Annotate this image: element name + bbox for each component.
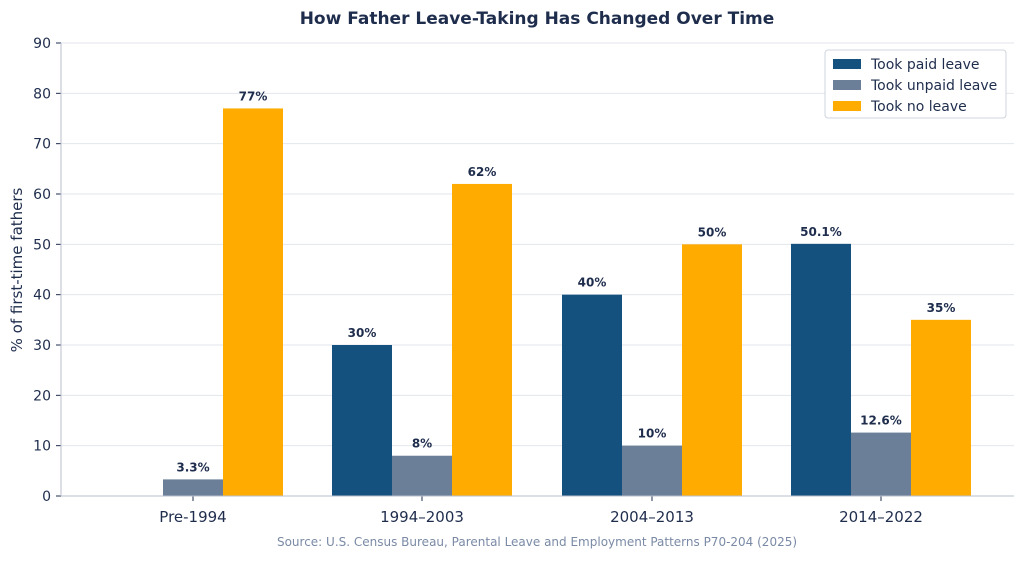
- y-axis-ticks: 0 10 20 30 40 50 60 70 80 90: [33, 36, 61, 505]
- data-label: 12.6%: [860, 414, 902, 428]
- legend: Took paid leave Took unpaid leave Took no …: [824, 49, 1007, 119]
- bar: [332, 345, 392, 496]
- bar: [851, 432, 911, 496]
- x-tick-label: 2004–2013: [610, 508, 694, 526]
- y-axis-label: % of first-time fathers: [8, 187, 26, 352]
- legend-label: Took unpaid leave: [870, 78, 997, 94]
- data-label: 50%: [698, 225, 727, 239]
- data-labels: 3.3% 77% 30% 8% 62% 40% 10% 50% 50.1% 12.6% 35%: [176, 89, 955, 474]
- legend-box: [824, 49, 1007, 119]
- bar: [163, 479, 223, 496]
- y-tick-label: 90: [33, 36, 51, 52]
- bar: [622, 445, 682, 496]
- legend-label: Took paid leave: [870, 57, 980, 73]
- bar: [452, 183, 512, 496]
- bar: [562, 294, 622, 496]
- data-label: 77%: [239, 89, 268, 103]
- x-tick-label: 2014–2022: [839, 508, 923, 526]
- y-tick-label: 40: [33, 288, 51, 304]
- bar: [911, 319, 971, 496]
- data-label: 8%: [412, 437, 432, 451]
- data-label: 3.3%: [176, 460, 209, 474]
- y-tick-label: 30: [33, 338, 51, 354]
- y-tick-label: 50: [33, 237, 51, 253]
- data-label: 35%: [927, 301, 956, 315]
- data-label: 30%: [348, 326, 377, 340]
- y-tick-label: 10: [33, 439, 51, 455]
- bars: [163, 108, 971, 496]
- data-label: 62%: [468, 165, 497, 179]
- legend-swatch: [833, 80, 861, 90]
- chart-title: How Father Leave-Taking Has Changed Over…: [300, 9, 775, 29]
- y-tick-label: 0: [42, 489, 51, 505]
- bar: [682, 244, 742, 496]
- legend-swatch: [833, 101, 861, 111]
- y-tick-label: 70: [33, 137, 51, 153]
- legend-swatch: [833, 59, 861, 69]
- gridlines: [61, 42, 1014, 447]
- data-label: 50.1%: [800, 225, 842, 239]
- source-note: Source: U.S. Census Bureau, Parental Lea…: [277, 535, 797, 549]
- x-tick-label: 1994–2003: [380, 508, 464, 526]
- bar: [223, 108, 283, 496]
- y-tick-label: 80: [33, 86, 51, 102]
- y-tick-label: 20: [33, 388, 51, 404]
- bar: [392, 455, 452, 496]
- y-tick-label: 60: [33, 187, 51, 203]
- bar: [791, 243, 851, 496]
- x-tick-label: Pre-1994: [159, 508, 226, 526]
- legend-label: Took no leave: [870, 99, 967, 115]
- x-axis-ticks: Pre-1994 1994–2003 2004–2013 2014–2022: [159, 496, 923, 526]
- data-label: 10%: [638, 427, 667, 441]
- data-label: 40%: [578, 276, 607, 290]
